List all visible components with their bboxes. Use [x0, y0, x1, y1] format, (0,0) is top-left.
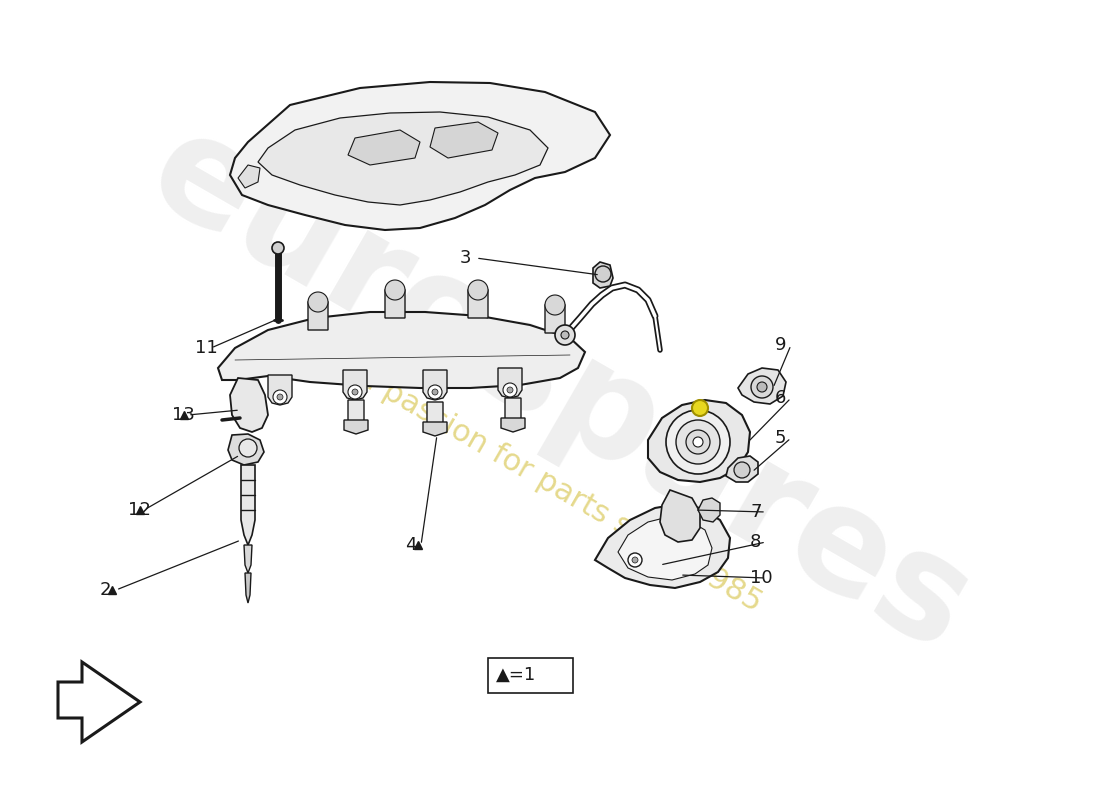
- Polygon shape: [230, 82, 610, 230]
- Circle shape: [628, 553, 642, 567]
- Text: 6: 6: [776, 389, 786, 407]
- Polygon shape: [244, 545, 252, 573]
- Circle shape: [432, 389, 438, 395]
- Circle shape: [273, 390, 287, 404]
- Polygon shape: [505, 398, 521, 424]
- Polygon shape: [430, 122, 498, 158]
- Circle shape: [676, 420, 720, 464]
- Circle shape: [468, 280, 488, 300]
- Polygon shape: [500, 418, 525, 432]
- Polygon shape: [595, 504, 730, 588]
- Bar: [488, 658, 573, 693]
- Circle shape: [308, 292, 328, 312]
- Circle shape: [693, 437, 703, 447]
- Polygon shape: [726, 456, 758, 482]
- Polygon shape: [230, 378, 268, 432]
- Circle shape: [692, 400, 708, 416]
- Polygon shape: [343, 370, 367, 400]
- Text: 4: 4: [405, 536, 417, 554]
- Circle shape: [757, 382, 767, 392]
- Polygon shape: [424, 422, 447, 436]
- Polygon shape: [344, 420, 369, 434]
- Polygon shape: [648, 400, 750, 482]
- Circle shape: [239, 439, 257, 457]
- Polygon shape: [218, 312, 585, 388]
- Polygon shape: [58, 662, 140, 742]
- Polygon shape: [348, 400, 364, 426]
- Text: 7: 7: [750, 503, 761, 521]
- Circle shape: [561, 331, 569, 339]
- Circle shape: [751, 376, 773, 398]
- Circle shape: [352, 389, 358, 395]
- Text: a passion for parts since 1985: a passion for parts since 1985: [353, 362, 767, 618]
- Circle shape: [666, 410, 730, 474]
- Polygon shape: [268, 375, 292, 405]
- Text: 3: 3: [460, 249, 472, 267]
- Text: 5: 5: [776, 429, 786, 447]
- Circle shape: [348, 385, 362, 399]
- Polygon shape: [308, 294, 328, 330]
- Polygon shape: [238, 165, 260, 188]
- Polygon shape: [738, 368, 786, 404]
- Circle shape: [632, 557, 638, 563]
- Polygon shape: [660, 490, 700, 542]
- Text: 10: 10: [750, 569, 772, 587]
- Polygon shape: [241, 465, 255, 545]
- Polygon shape: [385, 282, 405, 318]
- Circle shape: [734, 462, 750, 478]
- Text: 11: 11: [195, 339, 218, 357]
- Text: ▲=1: ▲=1: [496, 666, 537, 684]
- Text: eurospares: eurospares: [125, 98, 994, 682]
- Polygon shape: [544, 297, 565, 333]
- Circle shape: [686, 430, 710, 454]
- Text: 2: 2: [100, 581, 111, 599]
- Circle shape: [507, 387, 513, 393]
- Polygon shape: [618, 517, 712, 580]
- Polygon shape: [498, 368, 522, 398]
- Polygon shape: [468, 282, 488, 318]
- Circle shape: [544, 295, 565, 315]
- Circle shape: [556, 325, 575, 345]
- Polygon shape: [698, 498, 720, 522]
- Polygon shape: [593, 262, 613, 288]
- Circle shape: [595, 266, 610, 282]
- Circle shape: [385, 280, 405, 300]
- Circle shape: [503, 383, 517, 397]
- Polygon shape: [228, 434, 264, 465]
- Text: 12: 12: [128, 501, 151, 519]
- Polygon shape: [258, 112, 548, 205]
- Text: 9: 9: [776, 336, 786, 354]
- Text: 13: 13: [172, 406, 195, 424]
- Polygon shape: [348, 130, 420, 165]
- Circle shape: [428, 385, 442, 399]
- Polygon shape: [245, 573, 251, 603]
- Text: 8: 8: [750, 533, 761, 551]
- Polygon shape: [424, 370, 447, 400]
- Circle shape: [272, 242, 284, 254]
- Polygon shape: [427, 402, 443, 428]
- Circle shape: [277, 394, 283, 400]
